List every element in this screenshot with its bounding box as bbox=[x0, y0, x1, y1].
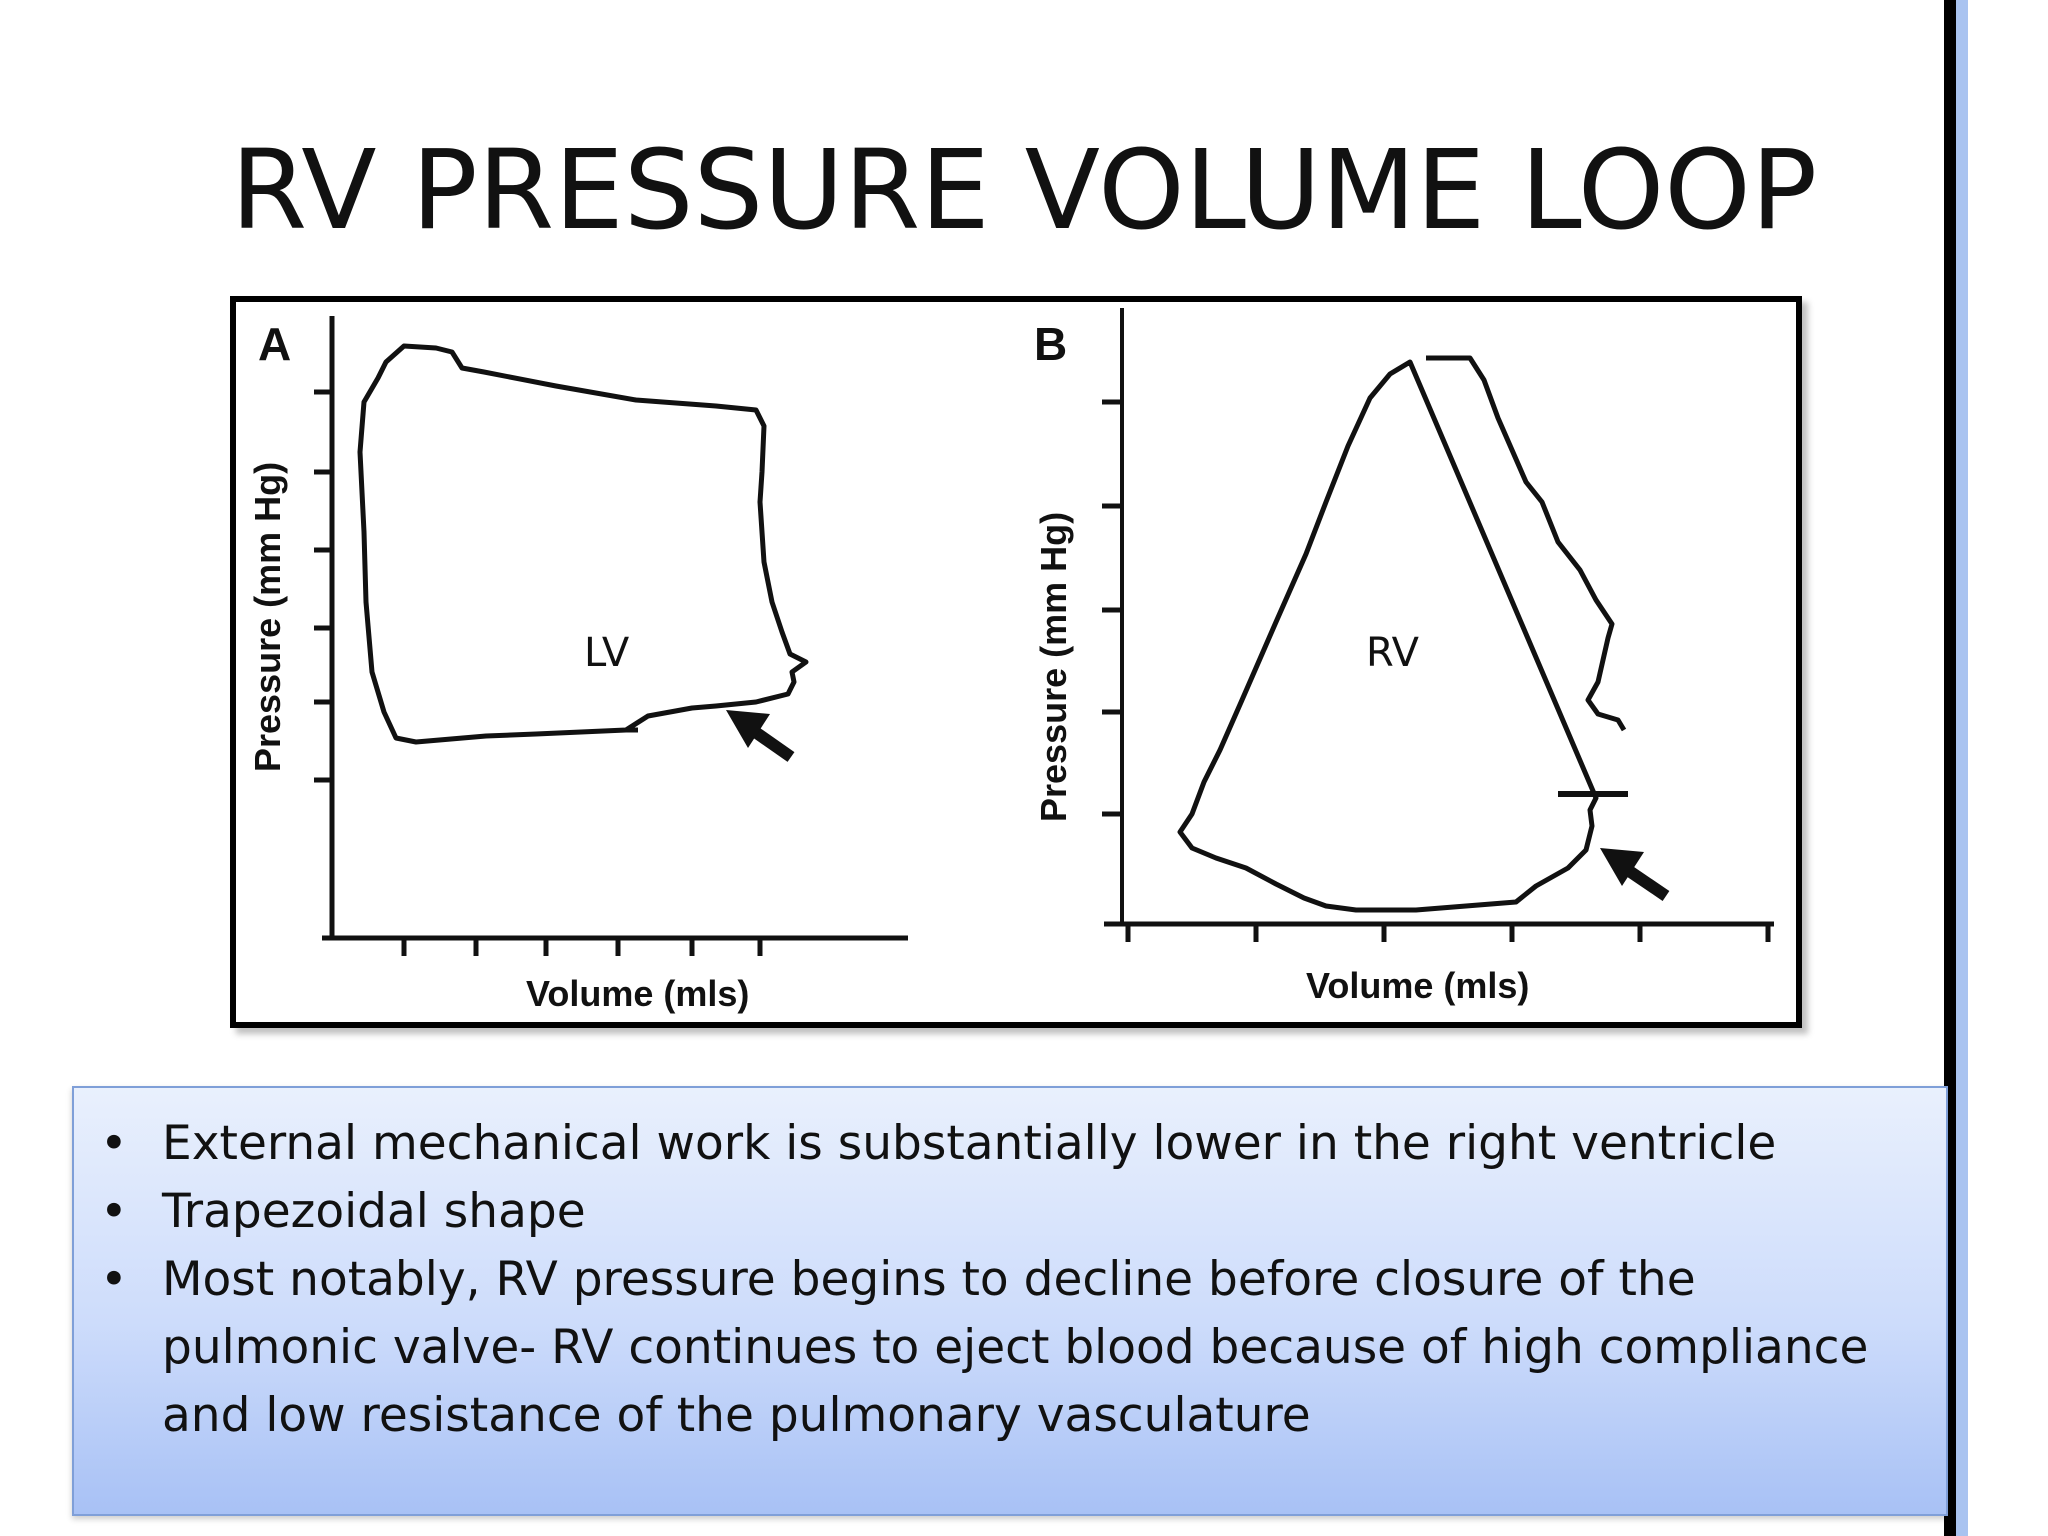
panel-b-letter: B bbox=[1034, 318, 1067, 370]
panel-b-arrow bbox=[1600, 848, 1670, 901]
pv-loop-figure: A bbox=[230, 296, 1802, 1028]
bullet-marker: • bbox=[100, 1252, 128, 1307]
bullet-text: Most notably, RV pressure begins to decl… bbox=[162, 1252, 1869, 1443]
panel-b-ylabel: Pressure (mm Hg) bbox=[1033, 512, 1074, 822]
panel-b-xlabel: Volume (mls) bbox=[1306, 965, 1529, 1006]
panel-a-y-ticks bbox=[314, 389, 332, 783]
pv-loop-figure-svg: A bbox=[247, 308, 1774, 1014]
panel-b: B bbox=[1033, 308, 1774, 1006]
bullet-marker: • bbox=[100, 1184, 128, 1239]
bullet-item: • External mechanical work is substantia… bbox=[100, 1110, 1906, 1178]
panel-a-xlabel: Volume (mls) bbox=[526, 973, 749, 1014]
panel-a-letter: A bbox=[258, 318, 291, 370]
bullet-item: • Trapezoidal shape bbox=[100, 1178, 1906, 1246]
bullet-list: • External mechanical work is substantia… bbox=[74, 1088, 1946, 1450]
bullet-text: Trapezoidal shape bbox=[162, 1184, 586, 1239]
edge-bar-blue bbox=[1956, 0, 1968, 1536]
panel-a-ylabel: Pressure (mm Hg) bbox=[247, 462, 288, 772]
rv-loop bbox=[1177, 355, 1627, 913]
panel-a-x-ticks bbox=[401, 938, 763, 956]
lv-loop bbox=[357, 343, 809, 745]
bullet-text: External mechanical work is substantiall… bbox=[162, 1116, 1777, 1171]
panel-a-loop-label: LV bbox=[584, 630, 630, 676]
panel-b-y-ticks bbox=[1102, 399, 1122, 817]
panel-b-loop-label: RV bbox=[1366, 630, 1420, 676]
panel-b-x-ticks bbox=[1125, 924, 1771, 942]
panel-a: A bbox=[247, 316, 908, 1014]
slide-title: RV PRESSURE VOLUME LOOP bbox=[230, 126, 1818, 254]
bullet-marker: • bbox=[100, 1116, 128, 1171]
panel-a-arrow bbox=[726, 710, 795, 762]
bullet-box: • External mechanical work is substantia… bbox=[72, 1086, 1948, 1516]
bullet-item: • Most notably, RV pressure begins to de… bbox=[100, 1246, 1906, 1450]
